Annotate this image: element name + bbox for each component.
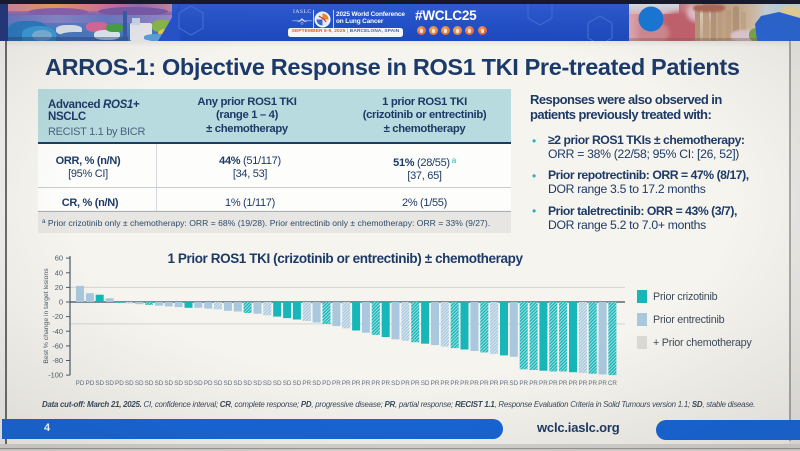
svg-text:SD: SD [293, 380, 302, 387]
svg-text:1 Prior ROS1 TKI (crizotinib o: 1 Prior ROS1 TKI (crizotinib or entrecti… [167, 251, 523, 266]
svg-text:PR: PR [579, 380, 588, 387]
svg-text:PR: PR [302, 380, 311, 387]
svg-text:PR: PR [470, 380, 479, 387]
svg-text:PR: PR [549, 380, 558, 387]
svg-text:SD: SD [105, 380, 114, 387]
svg-text:SD: SD [224, 380, 233, 387]
svg-text:PR: PR [480, 380, 489, 387]
svg-text:PR: PR [559, 380, 568, 387]
svg-text:PD: PD [115, 380, 124, 387]
svg-text:PD: PD [76, 380, 85, 387]
svg-text:PR: PR [332, 380, 341, 387]
svg-text:SD: SD [421, 380, 430, 387]
svg-text:20: 20 [55, 283, 63, 292]
svg-text:PR: PR [539, 380, 548, 387]
svg-text:SD: SD [214, 380, 223, 387]
svg-text:-40: -40 [52, 327, 63, 336]
svg-text:SD: SD [273, 380, 282, 387]
svg-text:PR: PR [401, 380, 410, 387]
svg-text:PR: PR [500, 380, 509, 387]
svg-text:SD: SD [174, 380, 183, 387]
svg-text:SD: SD [125, 380, 134, 387]
svg-text:PR: PR [588, 380, 597, 387]
svg-text:40: 40 [55, 268, 63, 277]
svg-text:SD: SD [312, 380, 321, 387]
svg-text:PR: PR [371, 380, 380, 387]
svg-text:PR: PR [598, 380, 607, 387]
svg-text:SD: SD [135, 380, 144, 387]
svg-text:PR: PR [362, 380, 371, 387]
svg-text:SD: SD [263, 380, 272, 387]
svg-text:PR: PR [411, 380, 420, 387]
svg-text:SD: SD [184, 380, 193, 387]
svg-text:SD: SD [155, 380, 164, 387]
svg-text:SD: SD [145, 380, 154, 387]
svg-text:SD: SD [509, 380, 518, 387]
svg-text:-20: -20 [52, 312, 63, 321]
svg-text:SD: SD [194, 380, 203, 387]
svg-text:PR: PR [569, 380, 578, 387]
svg-text:-80: -80 [52, 356, 63, 365]
svg-text:SD: SD [233, 380, 242, 387]
svg-text:PD: PD [86, 380, 95, 387]
svg-text:60: 60 [55, 254, 63, 263]
svg-text:PD: PD [204, 380, 213, 387]
svg-text:PR: PR [450, 380, 459, 387]
svg-text:PR: PR [460, 380, 469, 387]
svg-text:SD: SD [95, 380, 104, 387]
svg-text:PR: PR [519, 380, 528, 387]
svg-text:PR: PR [352, 380, 361, 387]
svg-text:SD: SD [243, 380, 252, 387]
svg-text:SD: SD [391, 380, 400, 387]
svg-text:CR: CR [608, 380, 618, 387]
svg-text:PD: PD [322, 380, 331, 387]
svg-text:0: 0 [59, 298, 63, 307]
svg-text:Best % change in target lesion: Best % change in target lesions [43, 268, 50, 364]
svg-text:PR: PR [440, 380, 449, 387]
svg-text:PR: PR [529, 380, 538, 387]
svg-text:-60: -60 [52, 342, 63, 351]
svg-text:SD: SD [283, 380, 292, 387]
svg-text:SD: SD [164, 380, 173, 387]
svg-text:PR: PR [342, 380, 351, 387]
svg-text:PR: PR [381, 380, 390, 387]
svg-text:-100: -100 [48, 371, 63, 380]
svg-text:SD: SD [253, 380, 262, 387]
svg-text:PR: PR [431, 380, 440, 387]
svg-text:PR: PR [490, 380, 499, 387]
